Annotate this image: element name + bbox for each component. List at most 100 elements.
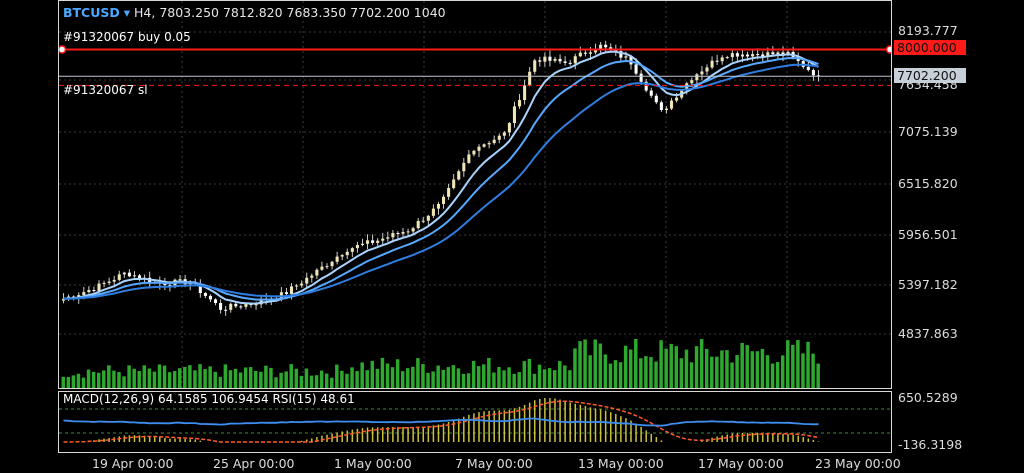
volume-bar — [385, 363, 390, 388]
bear-candle — [563, 61, 567, 63]
bull-candle — [305, 277, 309, 284]
bull-candle — [528, 71, 532, 86]
current-price-tag: 7702.200 — [894, 68, 966, 83]
volume-bar — [563, 365, 567, 388]
bull-candle — [426, 215, 430, 221]
indicator-tick-high: 650.5289 — [898, 390, 958, 405]
bull-candle — [340, 255, 344, 257]
price-chart-pane[interactable]: BTCUSD ▾ H4, 7803.250 7812.820 7683.350 … — [58, 0, 892, 389]
bull-candle — [740, 54, 744, 57]
bull-candle — [730, 53, 734, 58]
bear-candle — [644, 81, 648, 91]
order-level-tag[interactable]: 8000.000 — [894, 40, 966, 55]
bull-candle — [553, 58, 557, 61]
bear-candle — [548, 56, 552, 61]
bull-candle — [705, 67, 709, 72]
volume-bar — [248, 367, 253, 388]
volume-bar — [395, 359, 400, 388]
volume-bar — [669, 343, 673, 388]
volume-bar — [745, 345, 749, 388]
volume-bar — [684, 349, 689, 388]
volume-bar — [542, 369, 547, 388]
volume-bar — [319, 370, 324, 388]
bear-candle — [659, 102, 663, 111]
ma-slow-line — [63, 63, 819, 300]
volume-bar — [61, 376, 65, 388]
bull-candle — [366, 240, 370, 244]
bull-candle — [401, 232, 405, 234]
bull-candle — [482, 144, 486, 147]
volume-bar — [704, 348, 709, 388]
bull-candle — [447, 188, 451, 197]
bull-candle — [97, 283, 101, 291]
volume-bar — [451, 365, 456, 388]
bull-candle — [588, 52, 592, 54]
volume-bar — [142, 365, 147, 388]
volume-bar — [441, 369, 445, 388]
bull-candle — [112, 279, 116, 282]
price-tick-6: 4837.863 — [898, 326, 958, 341]
bull-candle — [107, 281, 111, 283]
bull-candle — [82, 292, 86, 296]
volume-bar — [198, 364, 202, 388]
bull-candle — [690, 80, 694, 84]
volume-bar — [608, 363, 613, 388]
volume-bar — [96, 372, 101, 388]
bull-candle — [766, 52, 770, 58]
volume-bar — [365, 370, 369, 388]
price-chart-canvas[interactable] — [59, 1, 892, 389]
volume-bar — [674, 346, 679, 388]
bull-candle — [295, 285, 299, 287]
volume-bar — [167, 372, 172, 388]
bear-candle — [239, 306, 243, 308]
bear-candle — [771, 52, 775, 55]
bull-candle — [77, 295, 81, 298]
volume-bar — [178, 368, 182, 388]
bull-candle — [502, 132, 506, 136]
volume-bar — [314, 375, 319, 388]
volume-bar — [107, 365, 111, 388]
symbol-name[interactable]: BTCUSD — [63, 5, 120, 20]
volume-bar — [770, 363, 775, 388]
bull-candle — [487, 143, 491, 145]
bull-candle — [675, 97, 679, 101]
price-tick-2: 7075.139 — [898, 124, 958, 139]
volume-bar — [259, 371, 263, 388]
bear-candle — [558, 58, 562, 62]
volume-bar — [127, 365, 131, 388]
volume-bar — [324, 373, 329, 388]
volume-bar — [132, 368, 136, 388]
volume-bar — [456, 368, 461, 388]
volume-bar — [375, 368, 380, 388]
time-tick-1: 19 Apr 00:00 — [92, 456, 174, 471]
bull-candle — [624, 56, 628, 58]
bull-candle — [776, 52, 780, 55]
bull-candle — [244, 304, 248, 307]
volume-bar — [507, 367, 511, 388]
volume-bar — [649, 357, 653, 388]
volume-bar — [522, 361, 527, 388]
bull-candle — [315, 269, 319, 276]
volume-bar — [274, 377, 278, 388]
volume-bar — [264, 365, 268, 388]
symbol-dropdown-icon[interactable]: ▾ — [123, 5, 131, 20]
volume-bar — [765, 355, 770, 388]
indicator-pane[interactable]: MACD(12,26,9) 64.1585 106.9454 RSI(15) 4… — [58, 391, 892, 453]
bull-candle — [300, 283, 304, 286]
volume-bars — [61, 338, 820, 388]
volume-bar — [436, 365, 440, 388]
bull-candle — [594, 48, 598, 53]
bear-candle — [583, 52, 587, 54]
time-tick-4: 7 May 00:00 — [455, 456, 533, 471]
bull-candle — [700, 71, 704, 75]
bull-candle — [720, 57, 724, 62]
bull-candle — [436, 203, 440, 209]
indicator-canvas[interactable] — [59, 392, 892, 453]
volume-bar — [735, 355, 739, 388]
volume-bar — [243, 367, 248, 388]
time-tick-5: 13 May 00:00 — [578, 456, 664, 471]
volume-bar — [208, 366, 212, 388]
bull-candle — [229, 303, 233, 310]
volume-bar — [588, 355, 592, 388]
volume-bar — [203, 369, 207, 388]
